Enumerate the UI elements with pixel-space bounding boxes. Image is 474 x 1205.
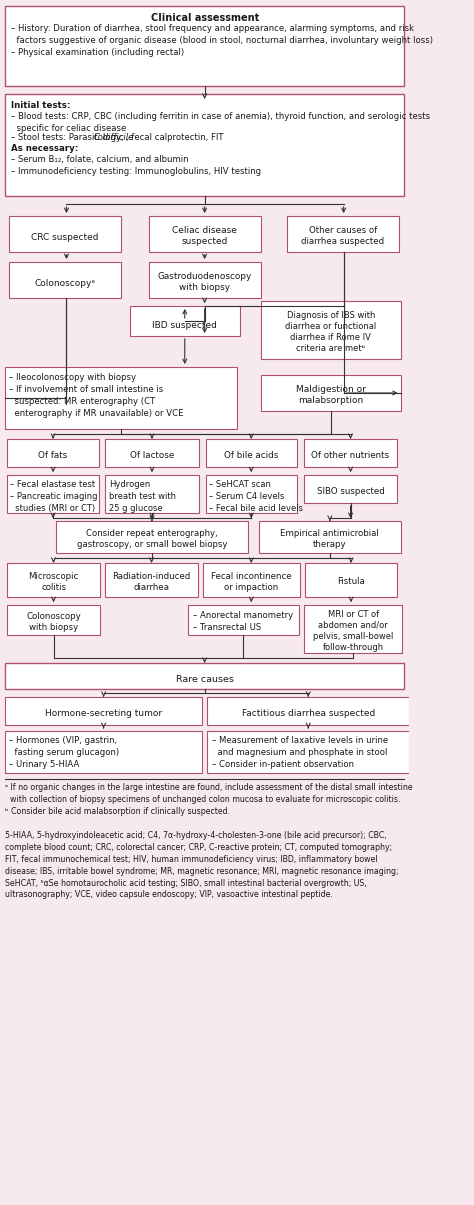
- Text: ᵃ If no organic changes in the large intestine are found, include assessment of : ᵃ If no organic changes in the large int…: [5, 783, 413, 899]
- Text: C difficile: C difficile: [94, 133, 134, 142]
- Text: – Blood tests: CRP, CBC (including ferritin in case of anemia), thyroid function: – Blood tests: CRP, CBC (including ferri…: [11, 112, 430, 133]
- FancyBboxPatch shape: [7, 605, 100, 635]
- FancyBboxPatch shape: [206, 475, 297, 513]
- Text: Of lactose: Of lactose: [130, 452, 174, 460]
- Text: – Fecal elastase test
– Pancreatic imaging
  studies (MRI or CT): – Fecal elastase test – Pancreatic imagi…: [10, 480, 98, 512]
- Text: Of fats: Of fats: [38, 452, 68, 460]
- Text: Empirical antimicrobial
therapy: Empirical antimicrobial therapy: [281, 529, 379, 549]
- FancyBboxPatch shape: [7, 439, 99, 468]
- FancyBboxPatch shape: [259, 521, 401, 553]
- Text: – Measurement of laxative levels in urine
  and magnesium and phosphate in stool: – Measurement of laxative levels in urin…: [211, 736, 388, 769]
- FancyBboxPatch shape: [9, 261, 121, 298]
- Text: Fecal incontinence
or impaction: Fecal incontinence or impaction: [211, 572, 292, 592]
- Text: Celiac disease
suspected: Celiac disease suspected: [172, 227, 237, 246]
- Text: IBD suspected: IBD suspected: [152, 321, 217, 329]
- Text: – Stool tests: Parasitology,: – Stool tests: Parasitology,: [11, 133, 127, 142]
- FancyBboxPatch shape: [5, 663, 404, 689]
- Text: – History: Duration of diarrhea, stool frequency and appearance, alarming sympto: – History: Duration of diarrhea, stool f…: [11, 24, 433, 58]
- Text: Maldigestion or
malabsorption: Maldigestion or malabsorption: [296, 384, 365, 405]
- FancyBboxPatch shape: [105, 475, 199, 513]
- Text: Radiation-induced
diarrhea: Radiation-induced diarrhea: [112, 572, 191, 592]
- FancyBboxPatch shape: [9, 216, 121, 252]
- FancyBboxPatch shape: [305, 563, 397, 596]
- Text: Colonoscopyᵃ: Colonoscopyᵃ: [34, 280, 95, 288]
- FancyBboxPatch shape: [203, 563, 300, 596]
- FancyBboxPatch shape: [56, 521, 248, 553]
- FancyBboxPatch shape: [7, 475, 99, 513]
- Text: Gastroduodenoscopy
with biopsy: Gastroduodenoscopy with biopsy: [157, 272, 252, 292]
- Text: – Ileocolonoscopy with biopsy
– If involvement of small intestine is
  suspected: – Ileocolonoscopy with biopsy – If invol…: [9, 374, 184, 418]
- Text: MRI or CT of
abdomen and/or
pelvis, small-bowel
follow-through: MRI or CT of abdomen and/or pelvis, smal…: [313, 610, 393, 652]
- Text: Initial tests:: Initial tests:: [11, 101, 71, 110]
- FancyBboxPatch shape: [105, 563, 198, 596]
- FancyBboxPatch shape: [5, 94, 404, 196]
- Text: – Anorectal manometry
– Transrectal US: – Anorectal manometry – Transrectal US: [192, 611, 292, 631]
- FancyBboxPatch shape: [304, 475, 397, 502]
- Text: – Hormones (VIP, gastrin,
  fasting serum glucagon)
– Urinary 5-HIAA: – Hormones (VIP, gastrin, fasting serum …: [9, 736, 119, 769]
- Text: Colonoscopy
with biopsy: Colonoscopy with biopsy: [26, 612, 81, 633]
- FancyBboxPatch shape: [207, 696, 409, 725]
- FancyBboxPatch shape: [5, 6, 404, 86]
- FancyBboxPatch shape: [5, 696, 202, 725]
- Text: SIBO suspected: SIBO suspected: [317, 488, 384, 496]
- Text: Factitious diarrhea suspected: Factitious diarrhea suspected: [242, 710, 375, 718]
- Text: – SeHCAT scan
– Serum C4 levels
– Fecal bile acid levels: – SeHCAT scan – Serum C4 levels – Fecal …: [209, 480, 303, 512]
- FancyBboxPatch shape: [5, 731, 202, 772]
- FancyBboxPatch shape: [304, 605, 402, 653]
- Text: Hormone-secreting tumor: Hormone-secreting tumor: [45, 710, 162, 718]
- Text: As necessary:: As necessary:: [11, 145, 79, 153]
- FancyBboxPatch shape: [207, 731, 409, 772]
- Text: Of bile acids: Of bile acids: [224, 452, 278, 460]
- FancyBboxPatch shape: [7, 563, 100, 596]
- Text: Rare causes: Rare causes: [176, 675, 234, 683]
- Text: Microscopic
colitis: Microscopic colitis: [28, 572, 79, 592]
- Text: – Serum B₁₂, folate, calcium, and albumin
– Immunodeficiency testing: Immunoglob: – Serum B₁₂, folate, calcium, and albumi…: [11, 155, 261, 176]
- FancyBboxPatch shape: [261, 301, 401, 359]
- Text: Consider repeat enterography,
gastroscopy, or small bowel biopsy: Consider repeat enterography, gastroscop…: [77, 529, 227, 549]
- FancyBboxPatch shape: [148, 216, 261, 252]
- FancyBboxPatch shape: [188, 605, 299, 635]
- Text: CRC suspected: CRC suspected: [31, 234, 99, 242]
- FancyBboxPatch shape: [304, 439, 397, 468]
- Text: Other causes of
diarrhea suspected: Other causes of diarrhea suspected: [301, 227, 384, 246]
- FancyBboxPatch shape: [148, 261, 261, 298]
- Text: Of other nutrients: Of other nutrients: [311, 452, 390, 460]
- FancyBboxPatch shape: [129, 306, 240, 336]
- FancyBboxPatch shape: [287, 216, 399, 252]
- FancyBboxPatch shape: [206, 439, 297, 468]
- FancyBboxPatch shape: [5, 368, 237, 429]
- Text: Diagnosis of IBS with
diarrhea or functional
diarrhea if Rome IV
criteria are me: Diagnosis of IBS with diarrhea or functi…: [285, 311, 376, 353]
- FancyBboxPatch shape: [261, 375, 401, 411]
- Text: Clinical assessment: Clinical assessment: [151, 13, 259, 23]
- FancyBboxPatch shape: [105, 439, 199, 468]
- Text: Fistula: Fistula: [337, 577, 365, 587]
- Text: Hydrogen
breath test with
25 g glucose: Hydrogen breath test with 25 g glucose: [109, 480, 176, 512]
- Text: , fecal calprotectin, FIT: , fecal calprotectin, FIT: [126, 133, 223, 142]
